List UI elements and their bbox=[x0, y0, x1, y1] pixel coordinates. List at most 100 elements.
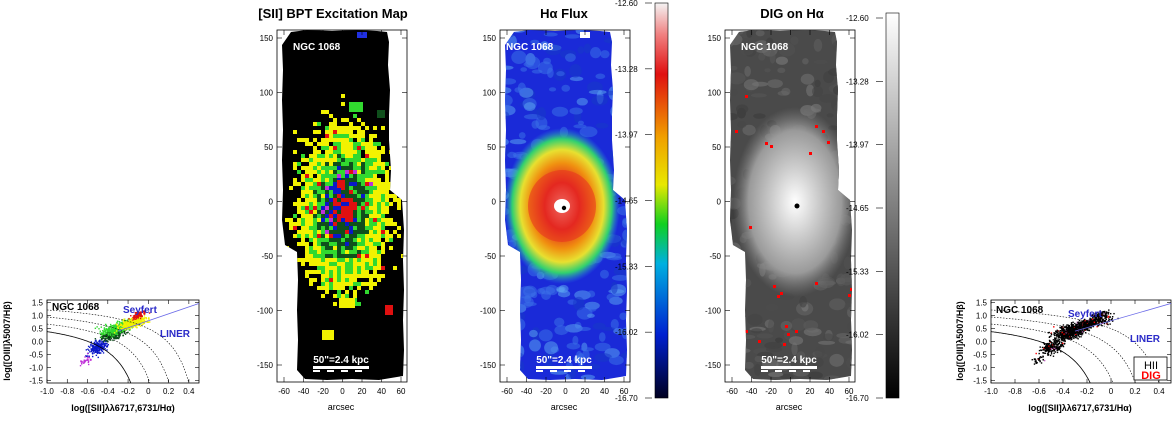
bpt-map-pixel bbox=[325, 154, 329, 158]
bpt-map-pixel bbox=[381, 274, 385, 278]
bpt-y-tick-label: -1.5 bbox=[29, 376, 43, 385]
bpt-point bbox=[93, 352, 95, 354]
bpt-point bbox=[118, 337, 120, 340]
bpt-point bbox=[1068, 329, 1071, 332]
bpt-map-pixel bbox=[353, 134, 357, 138]
bpt-map-pixel bbox=[297, 230, 301, 234]
map-y-tick-label: 0 bbox=[269, 198, 274, 207]
bpt-map-pixel bbox=[305, 142, 309, 146]
bpt-map-pixel bbox=[309, 194, 313, 198]
bpt-map-pixel bbox=[345, 118, 349, 122]
bpt-map-pixel bbox=[373, 142, 377, 146]
bpt-point bbox=[142, 310, 145, 313]
dig-map-blob bbox=[756, 333, 774, 339]
bpt-map-pixel bbox=[325, 194, 329, 198]
bpt-map-pixel bbox=[301, 214, 305, 218]
bpt-map-pixel bbox=[337, 190, 341, 194]
bpt-map-pixel bbox=[361, 246, 365, 250]
ha-map-blob bbox=[608, 355, 624, 366]
bpt-point bbox=[1056, 330, 1058, 333]
bpt-map-pixel bbox=[325, 178, 329, 182]
bpt-map-pixel bbox=[365, 158, 369, 162]
map-x-tick-label: 20 bbox=[581, 387, 590, 396]
bpt-map-pixel bbox=[349, 194, 353, 198]
bpt-map-pixel bbox=[317, 206, 321, 210]
bpt-point bbox=[121, 331, 124, 334]
bpt-point bbox=[137, 317, 140, 319]
bpt-map-pixel bbox=[333, 242, 337, 246]
bpt-point bbox=[116, 331, 118, 333]
bpt-point bbox=[100, 342, 103, 344]
bpt-map-pixel bbox=[393, 222, 397, 226]
dig-map-blob bbox=[819, 93, 837, 103]
bpt-right-galaxy-label: NGC 1068 bbox=[996, 305, 1044, 316]
bpt-point bbox=[96, 345, 98, 347]
bpt-map-scale-label: 50"=2.4 kpc bbox=[313, 355, 369, 366]
bpt-point bbox=[97, 350, 100, 352]
bpt-point bbox=[1053, 326, 1055, 328]
bpt-map-pixel bbox=[349, 206, 353, 210]
bpt-map-pixel bbox=[369, 142, 373, 146]
ha-map-blob bbox=[511, 50, 527, 65]
bpt-point bbox=[1097, 317, 1100, 319]
map-y-tick-label: 150 bbox=[260, 34, 274, 43]
dig-marker bbox=[809, 152, 812, 155]
ha-colorbar-ticks: -12.60-13.28-13.97-14.65-15.33-16.02-16.… bbox=[615, 0, 652, 403]
bpt-liner-seyfert-line bbox=[117, 303, 199, 332]
bpt-point bbox=[146, 321, 149, 323]
dig-marker bbox=[827, 141, 830, 144]
bpt-map-pixel bbox=[305, 158, 309, 162]
bpt-point bbox=[108, 327, 111, 330]
bpt-point bbox=[1075, 326, 1078, 329]
bpt-point bbox=[110, 339, 112, 341]
bpt-point bbox=[1074, 336, 1077, 339]
dig-map-blob bbox=[730, 176, 736, 186]
bpt-map-pixel bbox=[377, 194, 381, 198]
bpt-point bbox=[1070, 322, 1073, 324]
bpt-point bbox=[140, 320, 143, 322]
bpt-map-pixel bbox=[301, 138, 305, 142]
bpt-left-galaxy-label: NGC 1068 bbox=[52, 302, 100, 313]
bpt-map-pixel bbox=[353, 282, 357, 286]
bpt-map-pixel bbox=[301, 154, 305, 158]
bpt-point bbox=[1078, 328, 1080, 330]
bpt-point bbox=[90, 348, 92, 350]
bpt-map-pixel bbox=[321, 282, 325, 286]
dig-map-blob bbox=[824, 375, 841, 380]
bpt-map-pixel bbox=[305, 194, 309, 198]
map-x-tick-label: -20 bbox=[540, 387, 552, 396]
bpt-map-pixel bbox=[321, 190, 325, 194]
bpt-point bbox=[1055, 330, 1057, 333]
bpt-map-pixel bbox=[329, 226, 333, 230]
bpt-point bbox=[118, 323, 121, 325]
bpt-point bbox=[91, 353, 94, 355]
dig-map-blob bbox=[843, 256, 852, 270]
bpt-map-pixel bbox=[349, 122, 353, 126]
bpt-map-pixel bbox=[317, 262, 321, 266]
bpt-map-pixel bbox=[369, 202, 373, 206]
bpt-point bbox=[1053, 334, 1056, 337]
bpt-map-pixel bbox=[349, 198, 353, 202]
bpt-point bbox=[1074, 326, 1077, 329]
bpt-point bbox=[1065, 335, 1067, 338]
ha-map-blob bbox=[564, 34, 581, 39]
bpt-point bbox=[1056, 336, 1058, 338]
dig-map-blob bbox=[750, 93, 767, 98]
bpt-point bbox=[1033, 358, 1036, 360]
bpt-point bbox=[1095, 321, 1097, 324]
bpt-map-pixel bbox=[317, 270, 321, 274]
bpt-point bbox=[132, 323, 134, 326]
bpt-map-pixel bbox=[321, 222, 325, 226]
bpt-point bbox=[132, 322, 134, 325]
bpt-map-pixel bbox=[305, 210, 309, 214]
bpt-point bbox=[128, 321, 130, 324]
ha-map-blob bbox=[541, 290, 551, 300]
bpt-point bbox=[104, 340, 107, 342]
bpt-point bbox=[1108, 318, 1110, 320]
bpt-map-pixel bbox=[313, 262, 317, 266]
bpt-point bbox=[1048, 345, 1050, 347]
bpt-map-pixel bbox=[305, 214, 309, 218]
bpt-point bbox=[1089, 321, 1092, 324]
bpt-map-pixel bbox=[301, 238, 305, 242]
bpt-point bbox=[119, 334, 121, 337]
